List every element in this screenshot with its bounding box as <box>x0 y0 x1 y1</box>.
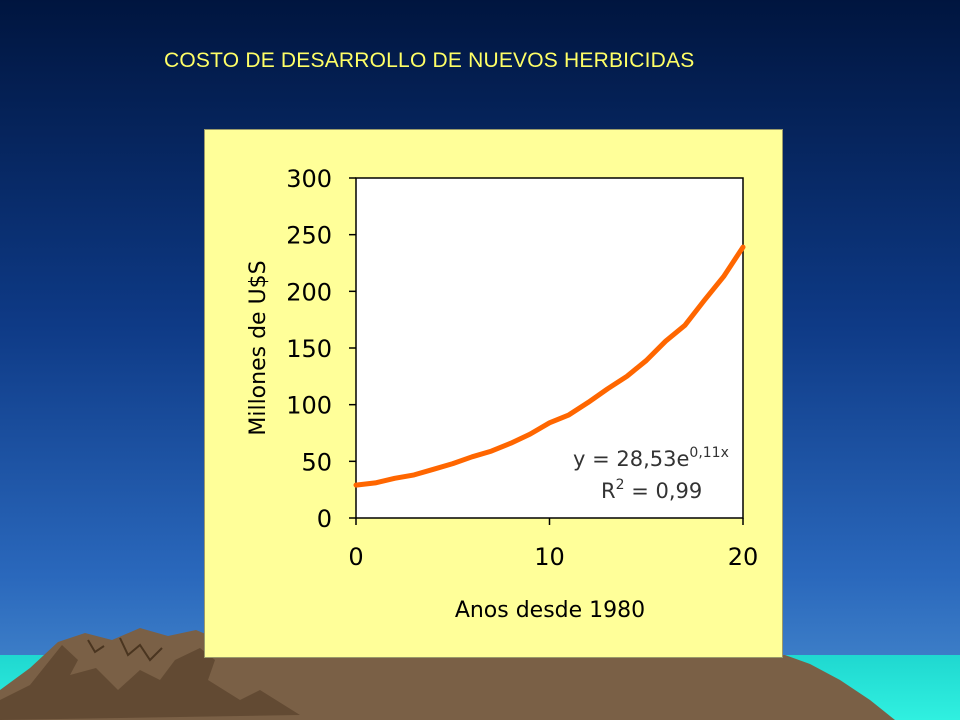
trend-equation-exponent: 0,11x <box>689 445 728 461</box>
x-tick-label: 10 <box>534 543 565 571</box>
slide-title: COSTO DE DESARROLLO DE NUEVOS HERBICIDAS <box>164 49 695 72</box>
x-tick-label: 0 <box>348 543 363 571</box>
r-squared-superscript: 2 <box>616 477 625 493</box>
chart-panel: 0 50 100 150 200 250 300 0 10 20 Anos desde 1980 … <box>204 129 783 658</box>
y-tick-label: 0 <box>317 505 332 533</box>
x-tick-label: 20 <box>728 543 759 571</box>
trend-equation: y = 28,53e0,11x <box>573 445 729 471</box>
plot-area <box>355 177 744 519</box>
y-tick-label: 100 <box>286 392 332 420</box>
ticks-layer <box>349 177 744 525</box>
series-line <box>353 244 746 488</box>
r-squared-value: = 0,99 <box>625 479 703 503</box>
y-tick-label: 150 <box>286 335 332 363</box>
x-axis-label: Anos desde 1980 <box>455 598 645 623</box>
tick-labels-layer: 0 50 100 150 200 250 300 0 10 20 <box>286 165 758 571</box>
y-tick-label: 300 <box>286 165 332 193</box>
y-axis-label: Millones de U$S <box>246 260 271 435</box>
y-tick-label: 200 <box>286 278 332 306</box>
y-tick-label: 50 <box>301 448 332 476</box>
r-squared-symbol: R <box>601 479 616 503</box>
trend-equation-base: y = 28,53e <box>573 447 689 471</box>
y-tick-label: 250 <box>286 222 332 250</box>
mountain-ridge <box>87 637 163 662</box>
mountain-shadow <box>0 645 300 720</box>
r-squared: R2 = 0,99 <box>601 477 702 503</box>
